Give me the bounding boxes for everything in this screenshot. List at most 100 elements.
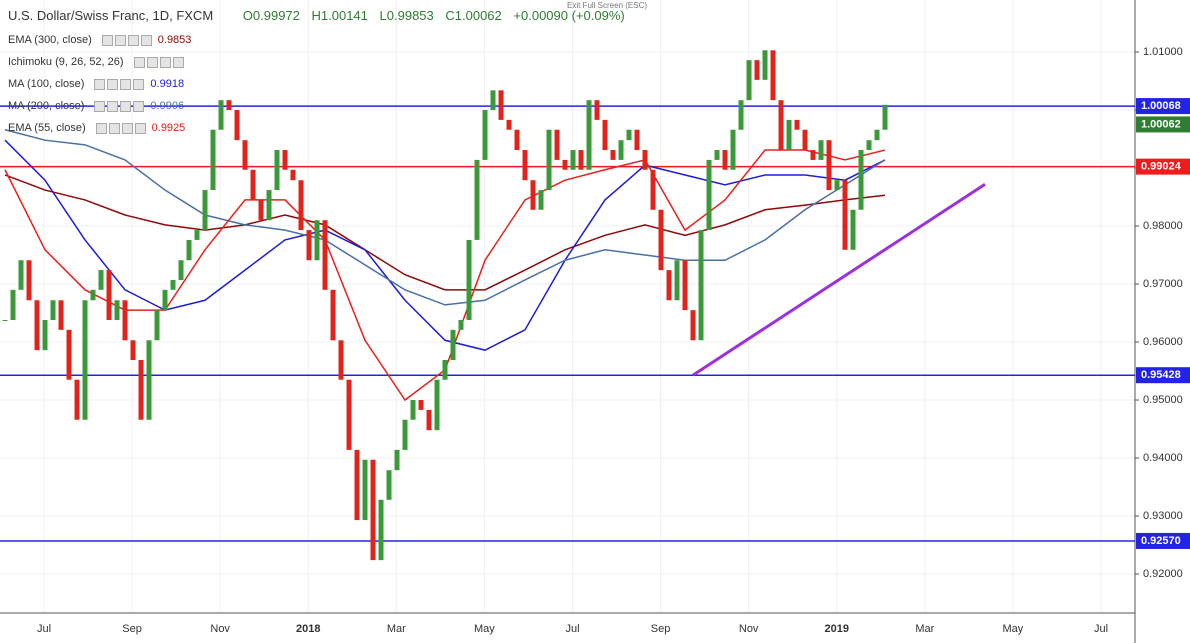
candle (426, 409, 432, 431)
icon-button[interactable] (94, 78, 106, 90)
icon-button[interactable] (127, 34, 139, 46)
ohlc: L0.99853 (379, 8, 434, 23)
symbol-title[interactable]: U.S. Dollar/Swiss Franc, 1D, FXCM (8, 8, 214, 23)
candle (746, 60, 752, 101)
candle (362, 459, 368, 521)
candle (58, 300, 64, 330)
candles (2, 50, 888, 561)
indicator-line (4, 139, 886, 351)
icon-button[interactable] (120, 100, 132, 112)
indicator-name: Ichimoku (9, 26, 52, 26) (8, 56, 124, 68)
candle (690, 310, 696, 341)
candle (330, 289, 336, 341)
candle (202, 190, 208, 231)
x-tick-label: Nov (739, 623, 759, 635)
indicator-row[interactable]: MA (200, close) 0.9906 (8, 95, 633, 117)
indicator-row[interactable]: Ichimoku (9, 26, 52, 26) (8, 51, 633, 73)
candle (418, 400, 424, 410)
candle (498, 90, 504, 120)
exit-hint[interactable]: Exit Full Screen (ESC) (567, 1, 648, 10)
candle (610, 150, 616, 160)
candle (410, 400, 416, 420)
level-tag (1136, 367, 1190, 384)
x-tick-label: May (474, 623, 495, 635)
x-tick-label: Nov (210, 623, 230, 635)
candle (234, 110, 240, 141)
icon-button[interactable] (146, 56, 158, 68)
candle (154, 310, 160, 341)
icon-button[interactable] (134, 122, 146, 134)
icon-button[interactable] (133, 56, 145, 68)
candle (586, 100, 592, 170)
candle (402, 419, 408, 450)
legend: U.S. Dollar/Swiss Franc, 1D, FXCM O0.999… (8, 8, 633, 139)
icon-button[interactable] (133, 78, 145, 90)
icon-button[interactable] (107, 78, 119, 90)
ohlc: +0.00090 (+0.09%) (513, 8, 625, 23)
x-tick-label: 2018 (296, 623, 320, 635)
ohlc: C1.00062 (445, 8, 502, 23)
candle (394, 449, 400, 471)
candle (42, 319, 48, 351)
candle (530, 180, 536, 210)
icon-button[interactable] (133, 100, 145, 112)
icon-button[interactable] (172, 56, 184, 68)
level-label: 0.92570 (1141, 535, 1181, 547)
candle (138, 360, 144, 420)
candle (194, 230, 200, 240)
candle (266, 190, 272, 221)
x-tick-label: Jul (565, 623, 579, 635)
icon-button[interactable] (101, 34, 113, 46)
icon-button[interactable] (140, 34, 152, 46)
icon-button[interactable] (159, 56, 171, 68)
candle (322, 220, 328, 290)
candle (522, 150, 528, 181)
candle (178, 260, 184, 280)
candle (770, 50, 776, 101)
candle (802, 129, 808, 151)
icon-button[interactable] (114, 34, 126, 46)
icon-button[interactable] (94, 100, 106, 112)
indicator-row[interactable]: EMA (300, close) 0.9853 (8, 29, 633, 51)
candle (66, 329, 72, 380)
candle (778, 100, 784, 151)
candle (114, 300, 120, 320)
candle (698, 230, 704, 341)
candle (466, 239, 472, 320)
indicator-value: 0.9906 (150, 100, 185, 112)
y-tick-label: 0.92000 (1143, 568, 1183, 580)
indicator-value: 0.9918 (150, 78, 185, 90)
icon-button[interactable] (107, 100, 119, 112)
candle (226, 100, 232, 111)
candle (2, 319, 8, 321)
candle (858, 150, 864, 210)
candle (98, 270, 104, 290)
candle (714, 150, 720, 160)
candle (274, 150, 280, 191)
candle (642, 150, 648, 170)
indicator-value: 0.9853 (157, 34, 192, 46)
candle (370, 459, 376, 561)
candle (810, 150, 816, 160)
candle (570, 150, 576, 170)
candle (314, 220, 320, 261)
candle (258, 199, 264, 221)
candle (346, 379, 352, 450)
indicator-name: EMA (55, close) (8, 122, 86, 134)
indicator-row[interactable]: MA (100, close) 0.9918 (8, 73, 633, 95)
candle (282, 150, 288, 170)
x-tick-label: Sep (651, 623, 671, 635)
icon-button[interactable] (108, 122, 120, 134)
candle (546, 129, 552, 191)
candle (490, 90, 496, 111)
icon-button[interactable] (121, 122, 133, 134)
level-tag (1136, 532, 1190, 549)
indicator-row[interactable]: EMA (55, close) 0.9925 (8, 117, 633, 139)
candle (682, 260, 688, 311)
indicator-line (4, 129, 886, 306)
icon-button[interactable] (95, 122, 107, 134)
icon-button[interactable] (120, 78, 132, 90)
ohlc: H1.00141 (311, 8, 368, 23)
